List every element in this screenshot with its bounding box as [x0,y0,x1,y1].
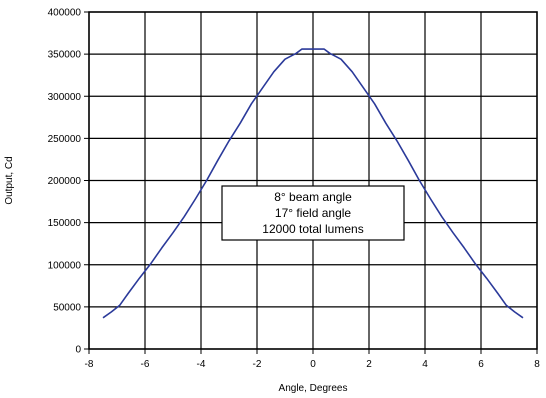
y-tick-label: 250000 [48,134,82,145]
x-tick-label: 6 [478,359,484,370]
annotation-line: 12000 total lumens [262,222,363,236]
x-axis-ticks: -8 -6 -4 -2 0 2 4 6 8 [85,349,540,370]
y-tick-label: 400000 [48,8,82,19]
annotation-box: 8° beam angle 17° field angle 12000 tota… [221,185,405,241]
x-tick-label: 0 [310,359,316,370]
series-line [102,48,524,319]
x-tick-label: -4 [197,359,206,370]
x-axis-label: Angle, Degrees [279,383,348,394]
y-tick-label: 350000 [48,50,82,61]
y-tick-label: 150000 [48,218,82,229]
y-tick-label: 300000 [48,92,82,103]
x-tick-label: -8 [85,359,94,370]
x-tick-label: -6 [141,359,150,370]
y-tick-label: 0 [75,345,81,356]
x-tick-label: 2 [366,359,372,370]
annotation-frame [221,185,405,241]
y-tick-label: 200000 [48,176,82,187]
x-tick-label: -2 [253,359,262,370]
annotation-line: 8° beam angle [274,190,352,204]
y-axis-label: Output, Cd [4,156,15,204]
y-axis-ticks: 0 50000 100000 150000 200000 250000 300000 3500… [48,8,89,356]
x-tick-label: 8 [534,359,540,370]
y-tick-label: 50000 [53,302,81,313]
y-tick-label: 100000 [48,260,82,271]
annotation-line: 17° field angle [275,206,352,220]
x-tick-label: 4 [422,359,428,370]
